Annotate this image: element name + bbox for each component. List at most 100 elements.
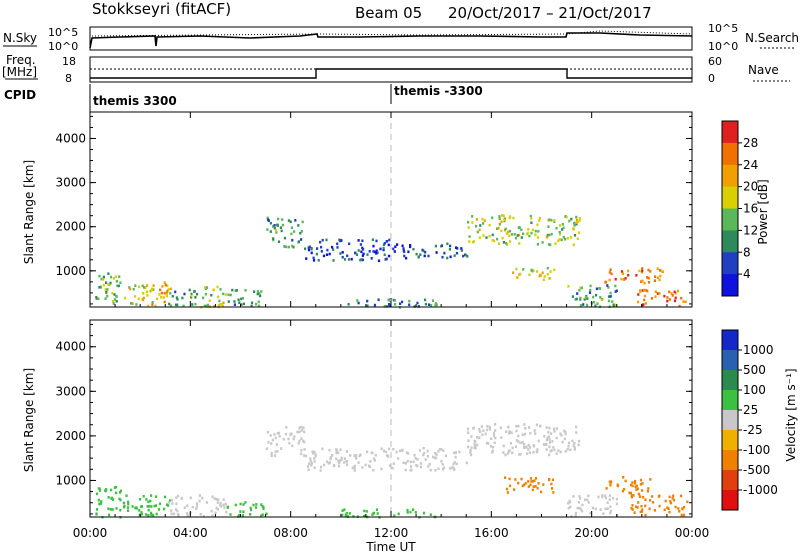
range-gate-cell xyxy=(531,488,534,492)
range-gate-cell xyxy=(515,439,519,442)
range-gate-cell xyxy=(651,495,654,498)
range-gate-cell xyxy=(190,292,193,296)
range-gate-cell xyxy=(171,502,174,505)
y-tick-label: 3000 xyxy=(55,384,86,398)
range-gate-cell xyxy=(549,243,552,247)
range-gate-cell xyxy=(325,238,328,242)
range-gate-cell xyxy=(504,476,507,479)
range-gate-cell xyxy=(658,278,661,282)
range-gate-cell xyxy=(394,303,397,306)
range-gate-cell xyxy=(536,486,539,490)
range-gate-cell xyxy=(608,494,611,497)
range-gate-cell xyxy=(614,290,617,293)
range-gate-cell xyxy=(357,301,360,305)
range-gate-cell xyxy=(276,432,279,435)
range-gate-cell xyxy=(471,215,474,218)
range-gate-cell xyxy=(433,456,436,460)
range-gate-cell xyxy=(368,465,372,468)
range-gate-cell xyxy=(249,506,252,510)
range-gate-cell xyxy=(235,289,238,292)
colorbar-tick-label: 500 xyxy=(743,363,766,377)
range-gate-cell xyxy=(167,501,171,504)
range-gate-cell xyxy=(169,291,172,295)
range-gate-cell xyxy=(249,508,253,512)
range-gate-cell xyxy=(546,233,549,237)
range-gate-cell xyxy=(376,512,379,515)
range-gate-cell xyxy=(336,242,339,246)
range-gate-cell xyxy=(361,258,364,262)
range-gate-cell xyxy=(575,215,578,219)
range-gate-cell xyxy=(145,290,148,293)
nsky-panel: N.Sky 10^5 10^0 10^5 10^0 N.Search xyxy=(3,22,799,53)
range-gate-cell xyxy=(666,296,669,299)
range-gate-cell xyxy=(672,498,676,502)
range-gate-cell xyxy=(573,448,576,451)
range-gate-cell xyxy=(524,482,527,485)
range-gate-cell xyxy=(534,229,537,233)
range-gate-cell xyxy=(641,267,644,270)
range-gate-cell xyxy=(576,506,579,510)
range-gate-cell xyxy=(467,220,470,224)
range-gate-cell xyxy=(104,489,107,493)
range-gate-cell xyxy=(341,251,344,254)
range-gate-cell xyxy=(122,501,125,505)
range-gate-cell xyxy=(567,506,570,510)
range-gate-cell xyxy=(150,505,153,508)
range-gate-cell xyxy=(259,294,262,298)
range-gate-cell xyxy=(534,233,537,237)
range-gate-cell xyxy=(313,259,316,262)
range-gate-cell xyxy=(153,504,156,508)
range-gate-cell xyxy=(322,254,326,258)
range-gate-cell xyxy=(339,448,342,451)
range-gate-cell xyxy=(576,237,579,240)
range-gate-cell xyxy=(417,305,420,308)
range-gate-cell xyxy=(224,502,227,506)
range-gate-cell xyxy=(546,266,549,270)
range-gate-cell xyxy=(574,511,578,515)
range-gate-cell xyxy=(513,233,516,236)
range-gate-cell xyxy=(629,491,632,495)
range-gate-cell xyxy=(366,253,369,256)
range-gate-cell xyxy=(372,468,375,472)
range-gate-cell xyxy=(388,464,392,467)
range-gate-cell xyxy=(176,509,179,513)
y-tick-label: 2000 xyxy=(55,220,86,234)
range-gate-cell xyxy=(176,303,179,307)
colorbar-tick-label: 28 xyxy=(743,136,758,150)
range-gate-cell xyxy=(311,452,315,455)
range-gate-cell xyxy=(674,296,677,300)
range-gate-cell xyxy=(275,229,278,232)
range-gate-cell xyxy=(482,222,485,225)
range-gate-cell xyxy=(641,482,644,485)
range-gate-cell xyxy=(579,304,582,307)
range-gate-cell xyxy=(428,463,431,466)
range-gate-cell xyxy=(607,286,610,289)
range-gate-cell xyxy=(473,442,476,446)
range-gate-cell xyxy=(189,496,192,500)
range-gate-cell xyxy=(586,297,589,300)
range-gate-cell xyxy=(418,449,422,452)
range-gate-cell xyxy=(241,296,245,300)
range-gate-cell xyxy=(303,430,306,434)
range-gate-cell xyxy=(492,431,496,435)
nsearch-trace xyxy=(91,30,693,37)
range-gate-cell xyxy=(345,460,349,463)
range-gate-cell xyxy=(473,446,476,450)
range-gate-cell xyxy=(518,242,521,245)
range-gate-cell xyxy=(653,509,656,512)
range-gate-cell xyxy=(672,494,675,498)
range-gate-cell xyxy=(401,300,404,304)
range-gate-cell xyxy=(183,506,186,510)
range-gate-cell xyxy=(601,494,604,497)
range-gate-cell xyxy=(506,491,509,494)
range-gate-cell xyxy=(115,507,118,510)
range-gate-cell xyxy=(599,508,602,511)
cpid-program-2: themis -3300 xyxy=(394,84,483,98)
range-gate-cell xyxy=(162,296,165,299)
range-gate-cell xyxy=(677,507,680,510)
range-gate-cell xyxy=(612,304,615,307)
range-gate-cell xyxy=(562,226,565,230)
range-gate-cell xyxy=(406,511,409,514)
range-gate-cell xyxy=(402,247,405,250)
range-gate-cell xyxy=(498,242,501,246)
